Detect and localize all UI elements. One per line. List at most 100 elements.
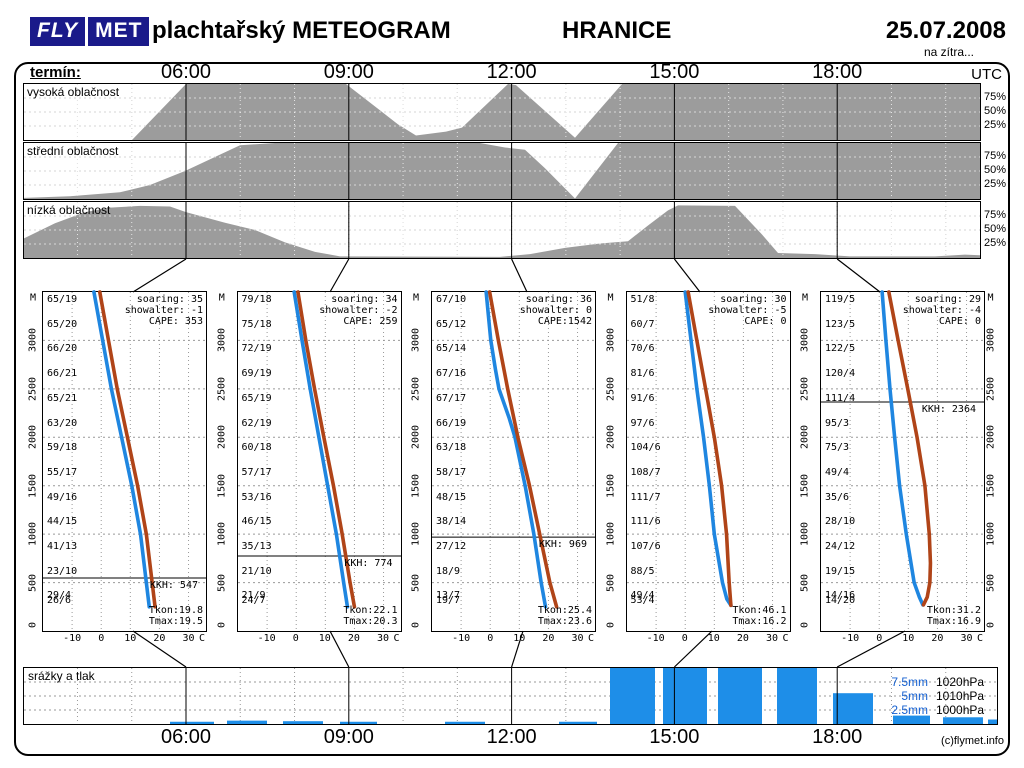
alt-axis-label: 1500	[799, 473, 811, 498]
cloud-percent-label: 75%	[984, 150, 1007, 162]
level-label: 49/4	[825, 466, 850, 478]
surface-level-label: 53/4	[630, 595, 655, 607]
sounding-stat-line: CAPE: 0	[938, 316, 981, 327]
alt-axis-label: 500	[985, 573, 996, 592]
time-label-bottom: 15:00	[649, 726, 700, 748]
level-label: 111/4	[825, 392, 856, 404]
alt-axis-label: 2500	[410, 376, 422, 401]
level-label: 123/5	[825, 318, 856, 330]
level-label: 23/10	[47, 565, 78, 577]
sounding-chart: KKH: 2364 soaring: 29 showalter: -4 CAPE: 0…	[820, 290, 985, 644]
sounding-stat-line: showalter: -4	[902, 305, 981, 316]
tkon-tmax-block: Tkon:22.1 Tmax:20.3	[343, 605, 397, 627]
level-label: 67/16	[436, 368, 467, 380]
precip-legend-row: 5mm 1010hPa	[876, 689, 984, 703]
precip-bar	[170, 721, 214, 724]
kkh-label: KKH: 774	[344, 558, 393, 570]
alt-axis-label: 500	[410, 573, 422, 592]
precip-bar	[340, 721, 377, 724]
alt-axis-label: 500	[27, 573, 39, 592]
temp-axis-tick: 20	[542, 633, 555, 644]
level-label: 35/13	[241, 541, 272, 552]
alt-axis-label: 2000	[985, 425, 996, 450]
alt-axis-label: 2000	[410, 425, 422, 450]
alt-axis-label: 2500	[216, 376, 228, 401]
time-label-top: 12:00	[486, 61, 537, 83]
temp-axis-tick: 10	[513, 633, 526, 644]
temp-axis-unit: C	[976, 633, 984, 644]
credit-text: (c)flymet.info	[941, 735, 1004, 747]
temp-axis-tick: 20	[931, 633, 944, 644]
level-label: 28/10	[825, 516, 856, 528]
time-label-bottom: 06:00	[160, 726, 212, 748]
flymet-logo: FLY MET	[30, 17, 150, 46]
alt-axis-label: 1500	[216, 473, 228, 498]
precip-legend-row: 7.5mm 1020hPa	[876, 675, 984, 689]
alt-axis-label: 0	[410, 621, 422, 629]
precip-bar	[718, 668, 762, 724]
alt-axis-label: 0	[216, 621, 228, 629]
forecast-date: 25.07.2008	[885, 17, 1006, 44]
level-label: 60/18	[241, 442, 272, 454]
temp-summary-line: Tkon:31.2	[926, 605, 981, 616]
sounding-stat-line: CAPE: 353	[148, 316, 203, 327]
temp-axis-tick: 10	[707, 633, 720, 644]
level-label: 59/18	[47, 442, 78, 454]
level-label: 75/3	[825, 442, 850, 454]
temp-summary-line: Tmax:23.6	[537, 616, 592, 627]
precip-bar	[833, 693, 873, 724]
cloud-panel: střední oblačnost	[23, 142, 981, 200]
temp-axis-tick: 30	[182, 633, 195, 644]
legend-mm-value: 7.5mm	[891, 675, 928, 689]
alt-axis-label: 1500	[605, 473, 616, 498]
level-label: 48/15	[436, 491, 467, 503]
cloud-panel-label: střední oblačnost	[27, 144, 119, 158]
level-label: 88/5	[630, 565, 655, 577]
level-label: 53/16	[241, 491, 272, 503]
level-label: 66/20	[47, 343, 78, 355]
kkh-label: KKH: 547	[149, 580, 198, 592]
level-label: 79/18	[241, 294, 272, 305]
sounding-stats: soaring: 35 showalter: -1 CAPE: 353	[125, 294, 203, 327]
temp-axis-tick: 30	[571, 633, 584, 644]
precip-chart	[24, 668, 997, 724]
level-label: 70/6	[630, 343, 655, 355]
sounding-stat-line: soaring: 36	[525, 294, 592, 305]
sounding-stat-line: soaring: 35	[136, 294, 203, 305]
alt-axis-label: 1500	[985, 473, 996, 498]
alt-axis-label: 1000	[27, 522, 39, 547]
precip-bar	[227, 720, 267, 724]
cloud-percent-label: 25%	[984, 237, 1007, 249]
cloud-panel-label: nízká oblačnost	[27, 203, 111, 217]
temp-axis-tick: 0	[487, 633, 494, 644]
alt-axis-label: 3000	[799, 328, 811, 353]
cloud-panel: nízká oblačnost	[23, 201, 981, 259]
level-label: 18/9	[436, 565, 461, 577]
tkon-tmax-block: Tkon:19.8 Tmax:19.5	[149, 605, 203, 627]
alt-axis-label: 2000	[27, 425, 39, 450]
temp-summary-line: Tmax:20.3	[343, 616, 398, 627]
temp-axis-unit: C	[198, 633, 206, 644]
alt-axis-label: 0	[605, 621, 616, 629]
cloud-percent-label: 50%	[984, 105, 1007, 117]
level-label: 58/17	[436, 466, 467, 478]
temp-axis-tick: -10	[452, 633, 471, 644]
sounding-chart: KKH: 969 soaring: 36 showalter: 0 CAPE:1542…	[431, 290, 596, 644]
alt-axis-label: 500	[605, 573, 616, 592]
precip-bar	[610, 668, 655, 724]
legend-mm-value: 2.5mm	[891, 703, 928, 717]
level-label: 91/6	[630, 392, 655, 404]
level-label: 69/19	[241, 368, 272, 380]
alt-axis-label: 2500	[985, 376, 996, 401]
level-label: 55/17	[47, 466, 78, 478]
sounding-stat-line: CAPE:1542	[537, 316, 592, 327]
cloud-percent-label: 25%	[984, 178, 1007, 190]
cloud-percent-label: 50%	[984, 223, 1007, 235]
alt-axis-unit: M	[801, 292, 809, 304]
sounding-stats: soaring: 29 showalter: -4 CAPE: 0	[903, 294, 981, 327]
alt-axis-label: 500	[799, 573, 811, 592]
level-label: 65/14	[436, 343, 467, 355]
level-label: 44/15	[47, 516, 78, 528]
alt-axis-label: 2000	[799, 425, 811, 450]
precip-bar	[663, 668, 707, 724]
